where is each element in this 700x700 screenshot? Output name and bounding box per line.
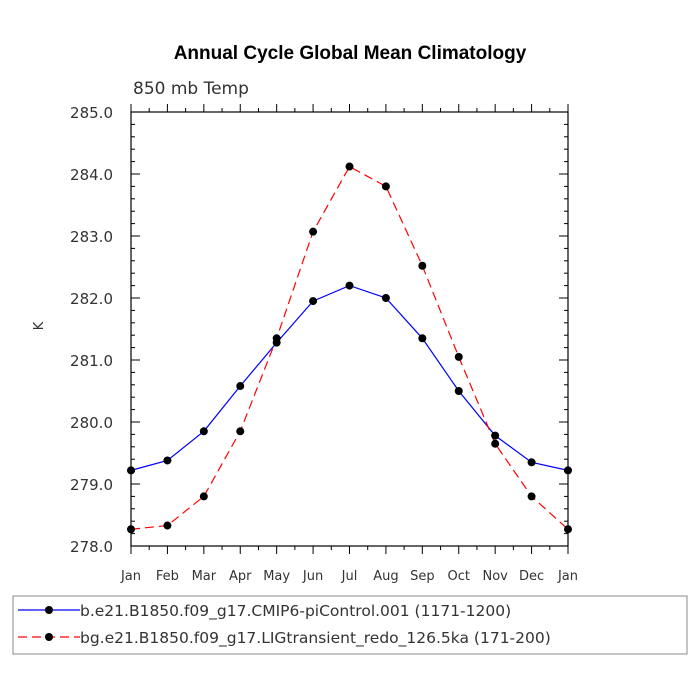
data-point [236, 382, 245, 391]
series-markers [127, 162, 572, 534]
x-tick-label: May [263, 569, 290, 584]
data-point [236, 427, 245, 436]
y-tick-label: 284.0 [70, 166, 113, 184]
y-tick-label: 285.0 [70, 104, 113, 122]
data-point [491, 439, 500, 448]
data-point [309, 297, 318, 306]
data-point [381, 182, 390, 191]
y-tick-label: 279.0 [70, 476, 113, 494]
chart-title: Annual Cycle Global Mean Climatology [174, 43, 527, 64]
x-tick-label: Nov [482, 569, 508, 584]
x-tick-label: Sep [410, 569, 435, 584]
plot-frame [130, 111, 569, 547]
data-point [418, 334, 427, 343]
x-tick-label: Jun [302, 569, 323, 584]
y-tick-label: 282.0 [70, 290, 113, 308]
data-point [491, 431, 500, 440]
data-point [127, 466, 135, 475]
data-point [418, 261, 427, 270]
data-point [527, 458, 536, 467]
legend-box [12, 595, 688, 655]
y-tick-label: 283.0 [70, 228, 113, 246]
data-point [272, 334, 281, 343]
data-point [309, 227, 318, 236]
legend-marker [45, 633, 53, 641]
data-point [381, 294, 390, 302]
legend: b.e21.B1850.f09_g17.CMIP6-piControl.001 … [18, 602, 551, 648]
y-tick-labels: 278.0 279.0 280.0 281.0 282.0 283.0 284.0 285.0 [70, 104, 113, 556]
data-point [527, 492, 536, 501]
x-tick-label: Jan [557, 569, 578, 584]
x-tick-labels: Jan Feb Mar Apr May Jun Jul Aug Sep Oct Nov Dec Jan [120, 569, 578, 584]
legend-label-2: bg.e21.B1850.f09_g17.LIGtransient_redo_1… [80, 629, 551, 648]
x-tick-label: Jan [120, 569, 141, 584]
data-point [454, 352, 463, 361]
series-lines [130, 165, 569, 530]
chart-subtitle: 850 mb Temp [133, 79, 249, 99]
legend-marker [45, 606, 53, 614]
y-tick-label: 280.0 [70, 414, 113, 432]
x-tick-label: Oct [448, 569, 470, 584]
x-tick-label: Jul [341, 569, 358, 584]
data-point [163, 456, 172, 465]
data-point [199, 427, 208, 436]
series-line-1 [130, 284, 569, 471]
x-tick-label: Aug [373, 569, 398, 584]
data-point [564, 525, 572, 534]
legend-label-1: b.e21.B1850.f09_g17.CMIP6-piControl.001 … [80, 602, 511, 621]
x-tick-label: Mar [192, 569, 217, 584]
y-axis-label: K [32, 321, 47, 330]
data-point [345, 281, 354, 290]
data-point [163, 521, 172, 530]
y-tick-label: 278.0 [70, 538, 113, 556]
data-point [454, 387, 463, 395]
x-tick-label: Dec [519, 569, 544, 584]
data-point [127, 525, 135, 534]
series-line-2 [130, 165, 569, 530]
data-point [564, 466, 572, 475]
data-point [345, 162, 354, 171]
x-tick-label: Feb [156, 569, 179, 584]
axis-ticks [130, 104, 569, 554]
y-tick-label: 281.0 [70, 352, 113, 370]
data-point [199, 492, 208, 501]
x-tick-label: Apr [229, 569, 252, 584]
